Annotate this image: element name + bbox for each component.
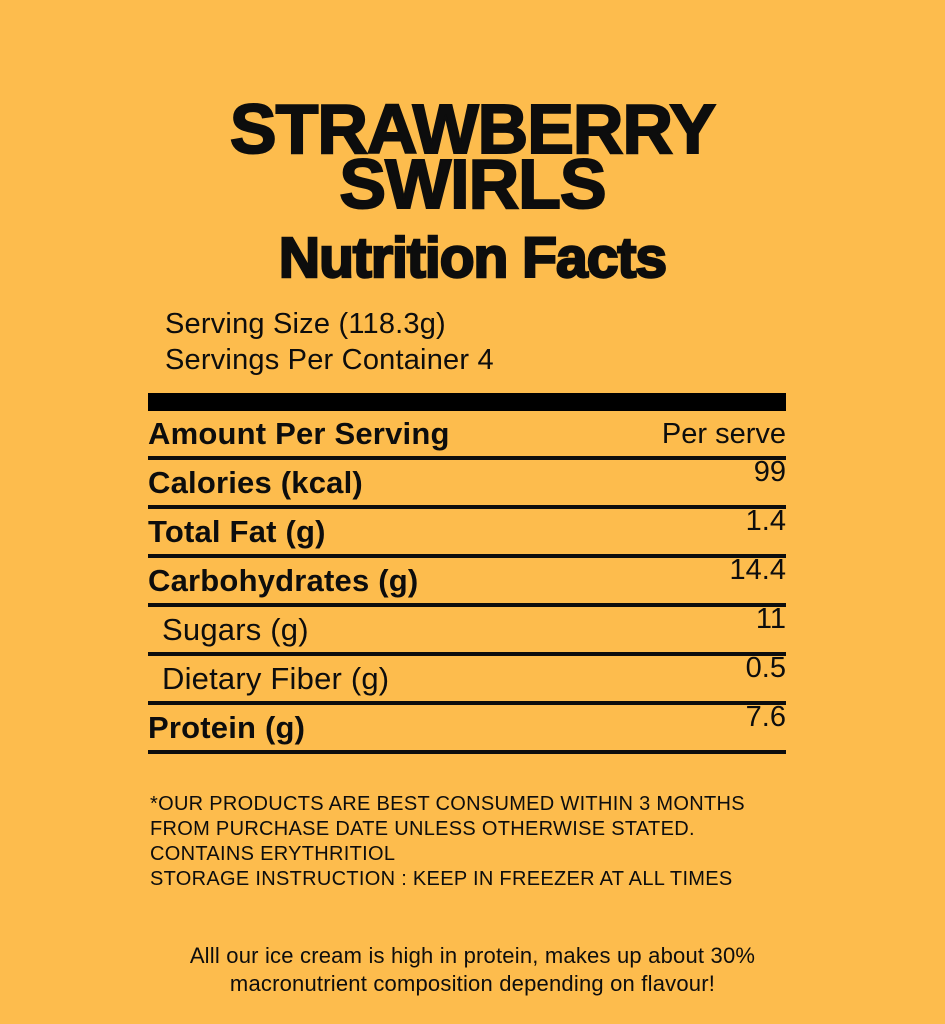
nutrient-label: Total Fat (g) [148, 514, 326, 550]
nutrient-value: 11 [755, 603, 786, 636]
nutrient-row-carbohydrates: Carbohydrates (g) 14.4 [148, 554, 786, 608]
nutrient-value: 7.6 [745, 701, 786, 734]
nutrient-label: Sugars (g) [162, 612, 309, 648]
nutrient-value: 0.5 [745, 652, 786, 685]
nutrient-value: 14.4 [729, 554, 786, 587]
nutrient-row-dietary-fiber: Dietary Fiber (g) 0.5 [148, 652, 786, 706]
product-title: STRAWBERRY SWIRLS [0, 0, 945, 223]
nutrient-label: Carbohydrates (g) [148, 563, 419, 599]
serving-size-text: Serving Size (118.3g) [165, 308, 446, 341]
nutrient-row-sugars: Sugars (g) 11 [148, 603, 786, 657]
per-serve-header: Per serve [661, 418, 786, 451]
nutrient-row-protein: Protein (g) 7.6 [148, 701, 786, 755]
nutrition-facts-heading: Nutrition Facts [278, 225, 669, 291]
protein-note: Alll our ice cream is high in protein, m… [189, 943, 756, 997]
table-header-row: Amount Per Serving Per serve [148, 411, 786, 461]
nutrient-label: Dietary Fiber (g) [162, 661, 390, 697]
servings-per-container-text: Servings Per Container 4 [165, 344, 494, 377]
product-title-line1: STRAWBERRY [229, 90, 717, 168]
nutrient-row-calories: Calories (kcal) 99 [148, 456, 786, 510]
storage-footnote: *OUR PRODUCTS ARE BEST CONSUMED WITHIN 3… [150, 793, 745, 891]
nutrient-label: Protein (g) [148, 710, 306, 746]
table-top-divider-bar [148, 393, 786, 412]
serving-info: Serving Size (118.3g) Servings Per Conta… [165, 307, 945, 379]
nutrient-row-total-fat: Total Fat (g) 1.4 [148, 505, 786, 559]
nutrition-table: Amount Per Serving Per serve Calories (k… [148, 393, 786, 755]
product-title-line2: SWIRLS [338, 144, 607, 223]
nutrient-value: 1.4 [745, 505, 786, 538]
nutrient-label: Calories (kcal) [148, 465, 363, 501]
nutrient-value: 99 [753, 456, 786, 489]
amount-per-serving-header: Amount Per Serving [148, 416, 450, 452]
